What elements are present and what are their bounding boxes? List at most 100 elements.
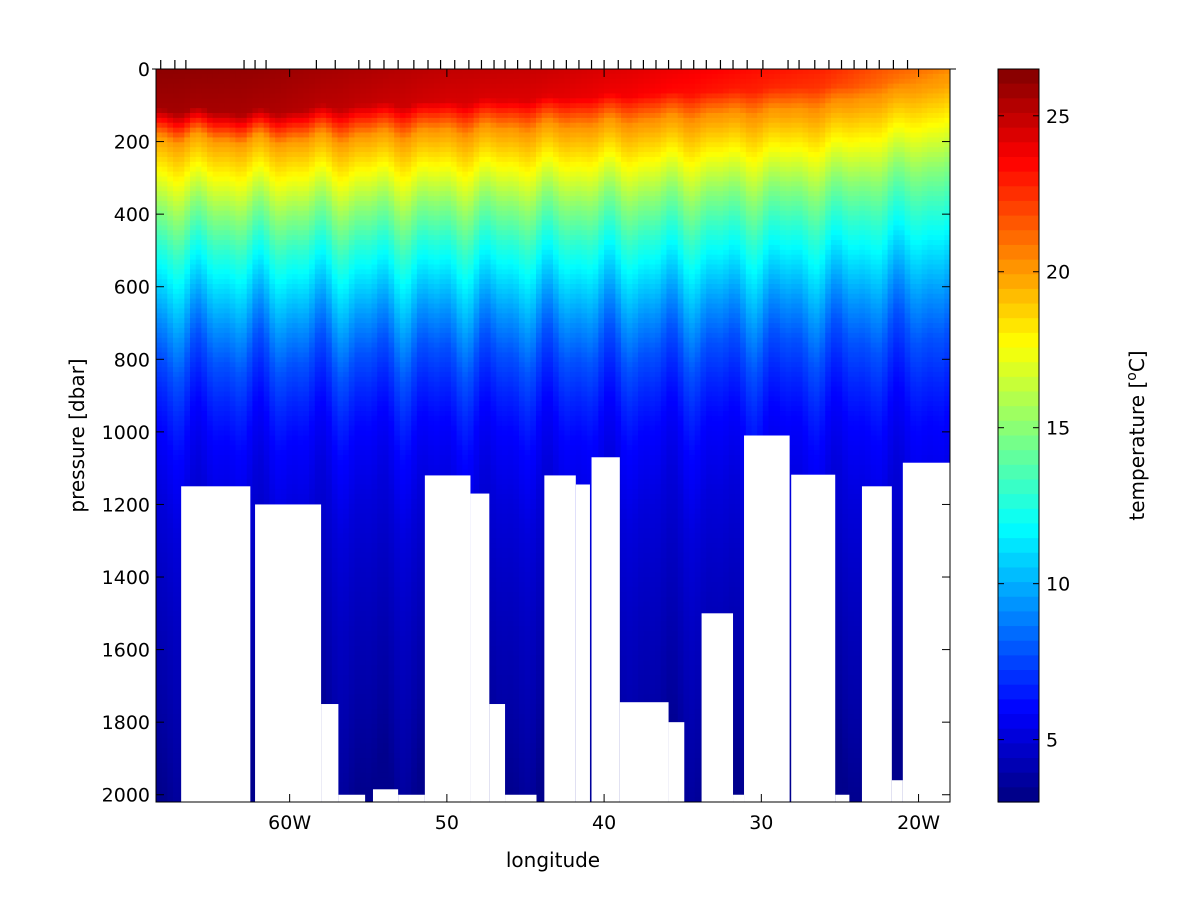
heat-cell xyxy=(246,200,254,207)
heat-cell xyxy=(229,367,236,373)
heat-cell xyxy=(331,455,339,461)
heat-cell xyxy=(207,196,214,202)
heat-cell xyxy=(252,254,259,261)
heat-cell xyxy=(331,347,339,354)
heat-cell xyxy=(326,152,333,158)
heat-cell xyxy=(320,538,327,544)
heat-cell xyxy=(314,367,322,373)
heat-cell xyxy=(320,171,327,178)
heat-cell xyxy=(224,254,231,261)
heat-cell xyxy=(235,78,242,85)
heat-cell xyxy=(280,225,288,231)
heat-cell xyxy=(161,499,168,505)
heat-cell xyxy=(252,352,259,358)
heat-cell xyxy=(207,108,214,114)
heat-cell xyxy=(190,420,197,427)
heat-cell xyxy=(178,259,185,266)
heat-cell xyxy=(297,455,305,461)
heat-cell xyxy=(178,420,185,427)
heat-cell xyxy=(173,411,180,417)
heat-cell xyxy=(173,513,180,520)
heat-cell xyxy=(292,464,299,471)
heat-cell xyxy=(184,464,191,471)
heat-cell xyxy=(320,352,327,358)
heat-cell xyxy=(303,274,310,280)
heat-cell xyxy=(331,259,339,266)
heat-cell xyxy=(309,430,316,437)
heat-cell xyxy=(320,181,327,187)
heat-cell xyxy=(156,435,163,441)
heat-cell xyxy=(275,371,282,378)
heat-cell xyxy=(297,127,305,134)
heat-cell xyxy=(320,455,327,461)
heat-cell xyxy=(263,313,271,319)
heat-cell xyxy=(280,181,288,187)
heat-cell xyxy=(309,362,316,368)
heat-cell xyxy=(156,577,163,583)
heat-cell xyxy=(303,293,310,300)
heat-cell xyxy=(173,406,180,412)
heat-cell xyxy=(195,196,202,202)
heat-cell xyxy=(320,117,327,124)
heat-cell xyxy=(167,743,174,749)
heat-cell xyxy=(286,396,293,402)
heat-cell xyxy=(331,83,339,90)
heat-cell xyxy=(207,142,214,148)
heat-cell xyxy=(173,440,180,446)
heat-cell xyxy=(173,743,180,749)
heat-cell xyxy=(331,543,339,549)
heat-cell xyxy=(156,191,163,197)
heat-cell xyxy=(326,225,333,231)
heat-cell xyxy=(292,386,299,393)
heat-cell xyxy=(309,357,316,363)
heat-cell xyxy=(229,103,236,109)
heat-cell xyxy=(269,308,276,314)
heat-cell xyxy=(331,103,339,109)
heat-cell xyxy=(241,455,248,461)
heat-cell xyxy=(241,303,248,310)
heat-cell xyxy=(235,249,242,256)
heat-cell xyxy=(297,147,305,153)
heat-cell xyxy=(167,611,174,617)
heat-cell xyxy=(201,318,208,324)
heat-cell xyxy=(286,450,293,456)
heat-cell xyxy=(161,327,168,334)
heat-cell xyxy=(161,303,168,310)
heat-cell xyxy=(229,137,236,143)
heat-cell xyxy=(269,78,276,85)
heat-cell xyxy=(314,425,322,432)
heat-cell xyxy=(229,230,236,236)
heat-cell xyxy=(167,450,174,456)
heat-cell xyxy=(173,98,180,104)
heat-cell xyxy=(275,235,282,241)
heat-cell xyxy=(218,440,225,446)
heat-cell xyxy=(212,244,219,251)
heat-cell xyxy=(326,186,333,192)
heat-cell xyxy=(297,464,305,471)
heat-cell xyxy=(184,332,191,339)
heat-cell xyxy=(235,308,242,314)
heat-cell xyxy=(207,191,214,197)
heat-cell xyxy=(292,288,299,295)
heat-cell xyxy=(167,694,174,700)
heat-cell xyxy=(252,323,259,329)
heat-cell xyxy=(258,181,265,187)
heat-cell xyxy=(297,362,305,368)
heat-cell xyxy=(292,450,299,456)
heat-cell xyxy=(167,699,174,705)
heat-cell xyxy=(212,308,219,314)
heat-cell xyxy=(173,386,180,393)
heat-cell xyxy=(331,577,339,583)
heat-cell xyxy=(303,284,310,290)
heat-cell xyxy=(184,240,191,246)
heat-cell xyxy=(195,147,202,153)
heat-cell xyxy=(161,596,168,603)
heat-cell xyxy=(263,464,271,471)
heat-cell xyxy=(195,240,202,246)
heat-cell xyxy=(218,323,225,329)
heat-cell xyxy=(326,259,333,266)
heat-cell xyxy=(275,318,282,324)
heat-cell xyxy=(229,479,236,485)
heat-cell xyxy=(167,191,174,197)
heat-cell xyxy=(309,494,316,500)
